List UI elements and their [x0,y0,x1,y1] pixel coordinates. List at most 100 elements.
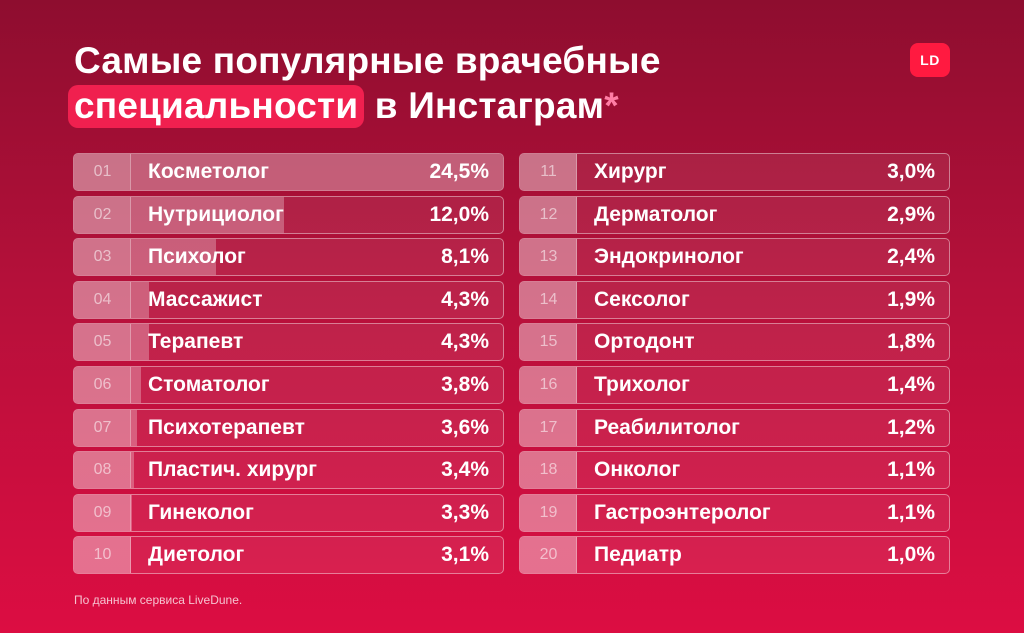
rank-number: 19 [539,503,558,521]
specialty-label: Массажист [148,287,263,311]
rank-number: 15 [539,333,558,351]
value-label: 3,0% [887,160,935,183]
rank-cell [74,537,131,574]
ranking-column-right: 11 Хирург 3,0% 12 Дерматолог 2,9% 13 Эндокринол… [519,153,950,579]
value-label: 1,1% [887,458,935,482]
ranking-row: 04 Массажист 4,3% [73,280,504,319]
value-label: 3,6% [441,415,489,439]
specialty-label: Трихолог [594,372,690,396]
value-bar [520,196,577,233]
ranking-row: 15 Ортодонт 1,8% [519,323,950,362]
rank-cell [520,537,577,574]
value-label: 4,3% [441,287,489,311]
rank-cell [520,409,577,446]
ranking-row: 13 Эндокринолог 2,4% [519,238,950,277]
rank-cell [74,281,131,318]
value-label: 3,3% [441,500,489,524]
value-label: 1,1% [887,500,935,524]
value-label: 1,0% [887,543,935,567]
ranking-row: 20 Педиатр 1,0% [519,536,950,575]
value-bar [520,281,577,318]
rank-number: 17 [539,418,558,436]
value-label: 3,1% [441,543,489,567]
value-label: 2,9% [887,202,935,226]
ranking-row: 17 Реабилитолог 1,2% [519,408,950,447]
rank-number: 12 [539,205,558,223]
rank-number: 14 [539,290,558,308]
specialty-label: Психотерапевт [148,415,305,439]
value-label: 1,9% [887,287,935,311]
specialty-label: Нутрициолог [148,202,284,226]
page-title: Самые популярные врачебные специальности… [68,38,661,128]
rank-cell [520,239,577,276]
specialty-label: Педиатр [594,543,682,567]
value-bar [520,409,577,446]
value-label: 1,4% [887,372,935,396]
value-label: 12,0% [429,202,489,226]
specialty-label: Косметолог [148,160,269,183]
rank-cell [74,409,131,446]
ranking-row: 11 Хирург 3,0% [519,153,950,191]
value-bar [520,239,577,276]
value-label: 24,5% [429,160,489,183]
value-bar [520,537,577,574]
value-bar [520,154,577,190]
title-line-1: Самые популярные врачебные [74,40,661,81]
ranking-row: 06 Стоматолог 3,8% [73,365,504,404]
rank-cell [520,154,577,190]
value-label: 3,4% [441,458,489,482]
ranking-row: 14 Сексолог 1,9% [519,280,950,319]
value-bar [520,324,577,361]
rank-cell [74,239,131,276]
rank-cell [74,324,131,361]
ranking-row: 05 Терапевт 4,3% [73,323,504,362]
ranking-row: 08 Пластич. хирург 3,4% [73,451,504,490]
rank-number: 04 [93,290,112,308]
rank-cell [74,452,131,489]
rank-cell [520,324,577,361]
ranking-row: 09 Гинеколог 3,3% [73,493,504,532]
specialty-label: Стоматолог [148,372,270,396]
rank-cell [520,281,577,318]
value-label: 4,3% [441,330,489,354]
ranking-row: 18 Онколог 1,1% [519,451,950,490]
value-bar [74,366,141,403]
value-bar [74,281,150,318]
rank-cell [74,494,131,531]
value-bar [74,324,150,361]
rank-number: 16 [539,375,558,393]
value-bar [74,154,503,190]
value-bar [74,537,131,574]
title-line-2: специальности в Инстаграм* [68,83,661,128]
rank-number: 01 [93,163,112,180]
rank-number: 06 [93,375,112,393]
rank-number: 03 [93,248,112,266]
value-label: 1,8% [887,330,935,354]
rank-number: 20 [539,546,558,564]
specialty-label: Психолог [148,245,246,269]
value-bar [74,452,134,489]
rank-number: 13 [539,248,558,266]
rank-number: 07 [93,418,112,436]
specialty-label: Ортодонт [594,330,695,354]
specialty-label: Сексолог [594,287,690,311]
value-bar [74,409,138,446]
rank-number: 02 [93,205,112,223]
specialty-label: Хирург [594,160,667,183]
specialty-label: Гастроэнтеролог [594,500,771,524]
rank-number: 18 [539,461,558,479]
specialty-label: Терапевт [148,330,244,354]
rank-cell [520,494,577,531]
specialty-label: Диетолог [148,543,245,567]
rank-number: 10 [93,546,112,564]
value-label: 3,8% [441,372,489,396]
ranking-row: 10 Диетолог 3,1% [73,536,504,575]
source-note: По данным сервиса LiveDune. [74,593,243,607]
value-bar [520,366,577,403]
ranking-row: 03 Психолог 8,1% [73,238,504,277]
rank-cell [74,154,131,190]
value-label: 8,1% [441,245,489,269]
ranking-row: 01 Косметолог 24,5% [73,153,504,191]
ranking-row: 07 Психотерапевт 3,6% [73,408,504,447]
rank-number: 08 [93,461,112,479]
